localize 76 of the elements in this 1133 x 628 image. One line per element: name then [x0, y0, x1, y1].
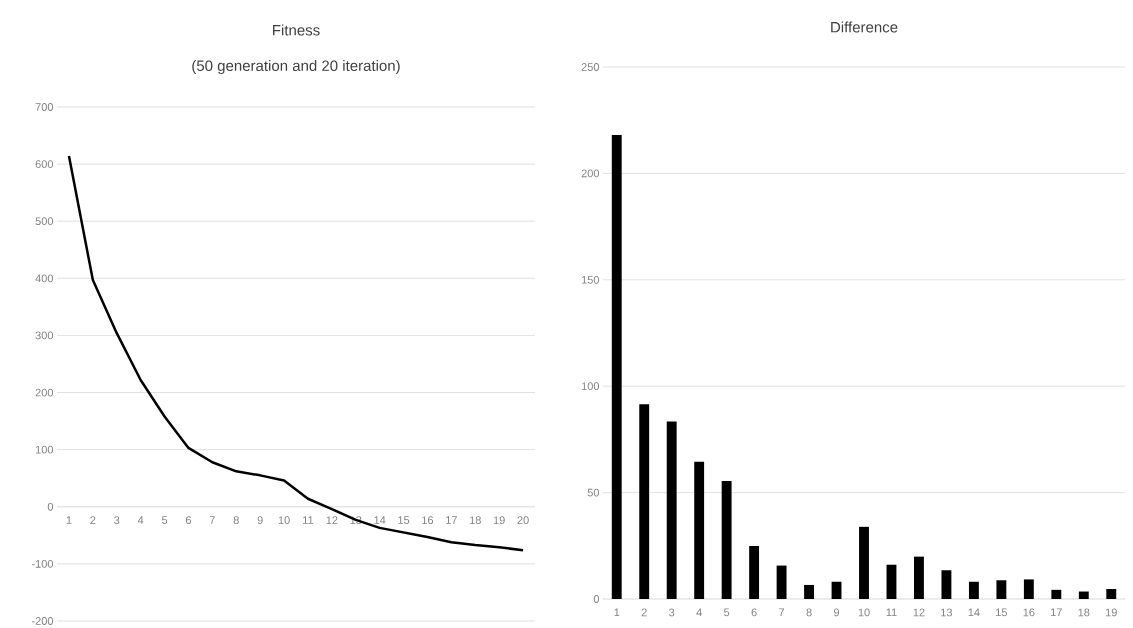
x-tick-label: 3	[669, 608, 675, 617]
y-tick-label: 50	[587, 488, 600, 497]
bar	[694, 461, 705, 599]
x-tick-label: 17	[1051, 608, 1062, 617]
y-tick-label: 250	[581, 63, 600, 71]
y-tick-label: 200	[581, 169, 600, 178]
chart-title: Fitness	[273, 24, 320, 36]
x-tick-label: 1	[66, 516, 72, 524]
x-tick-label: 18	[1078, 608, 1090, 617]
y-tick-label: 0	[47, 502, 54, 511]
y-tick-label: 150	[581, 275, 600, 284]
x-tick-label: 18	[469, 516, 481, 525]
bar	[941, 570, 952, 599]
x-tick-label: 11	[886, 608, 897, 617]
x-tick-label: 3	[114, 516, 120, 525]
x-tick-label: 7	[779, 608, 785, 617]
x-tick-label: 14	[968, 608, 980, 617]
x-tick-label: 8	[233, 516, 239, 525]
y-tick-label: -100	[31, 559, 54, 568]
x-tick-label: 9	[833, 608, 840, 617]
x-tick-label: 6	[185, 516, 192, 525]
x-tick-label: 16	[1023, 608, 1035, 617]
bar	[914, 556, 924, 599]
y-tick-label: -200	[31, 617, 54, 625]
x-tick-label: 1	[614, 608, 620, 617]
x-tick-label: 4	[137, 516, 144, 524]
bar	[886, 564, 897, 599]
x-tick-label: 14	[374, 516, 386, 524]
bar	[831, 581, 842, 599]
x-tick-label: 12	[326, 516, 338, 524]
y-tick-label: 700	[35, 103, 54, 111]
bar	[749, 546, 760, 599]
x-tick-label: 9	[257, 516, 263, 525]
y-tick-label: 0	[593, 595, 600, 603]
y-tick-label: 600	[35, 160, 54, 168]
x-tick-label: 6	[751, 608, 757, 617]
bar	[1078, 591, 1089, 599]
bar	[721, 481, 732, 599]
bar	[1023, 579, 1034, 599]
x-tick-label: 16	[422, 516, 434, 525]
chart-title: Difference	[831, 21, 898, 33]
bar	[1106, 588, 1117, 599]
bar	[996, 580, 1007, 599]
x-tick-label: 13	[941, 608, 953, 617]
x-tick-label: 12	[913, 608, 925, 617]
x-tick-label: 19	[1105, 608, 1117, 617]
x-tick-label: 20	[517, 516, 529, 525]
x-tick-label: 10	[278, 516, 290, 525]
x-tick-label: 19	[493, 516, 505, 525]
x-tick-label: 4	[696, 608, 702, 617]
chart-subtitle: (50 generation and 20 iteration)	[192, 60, 400, 74]
y-tick-label: 500	[35, 217, 54, 226]
x-tick-label: 17	[446, 516, 457, 524]
x-tick-label: 5	[724, 608, 730, 617]
x-tick-label: 10	[858, 608, 870, 617]
y-tick-label: 100	[581, 382, 600, 391]
x-tick-label: 7	[209, 516, 215, 524]
x-tick-label: 2	[641, 608, 647, 617]
bar	[1051, 589, 1062, 599]
bar	[776, 565, 787, 599]
y-tick-label: 200	[35, 388, 54, 397]
x-tick-label: 2	[90, 516, 96, 524]
bar	[666, 421, 677, 599]
bar	[804, 584, 814, 599]
x-tick-label: 8	[806, 608, 812, 617]
x-tick-label: 15	[398, 516, 410, 524]
y-tick-label: 100	[35, 445, 54, 454]
x-tick-label: 15	[996, 608, 1008, 617]
x-tick-label: 5	[161, 516, 168, 524]
x-tick-label: 11	[303, 516, 314, 524]
y-tick-label: 300	[35, 331, 54, 340]
bar	[968, 581, 979, 599]
bar	[611, 135, 622, 599]
bar	[639, 404, 650, 599]
bar	[859, 526, 869, 599]
y-tick-label: 400	[35, 274, 54, 283]
